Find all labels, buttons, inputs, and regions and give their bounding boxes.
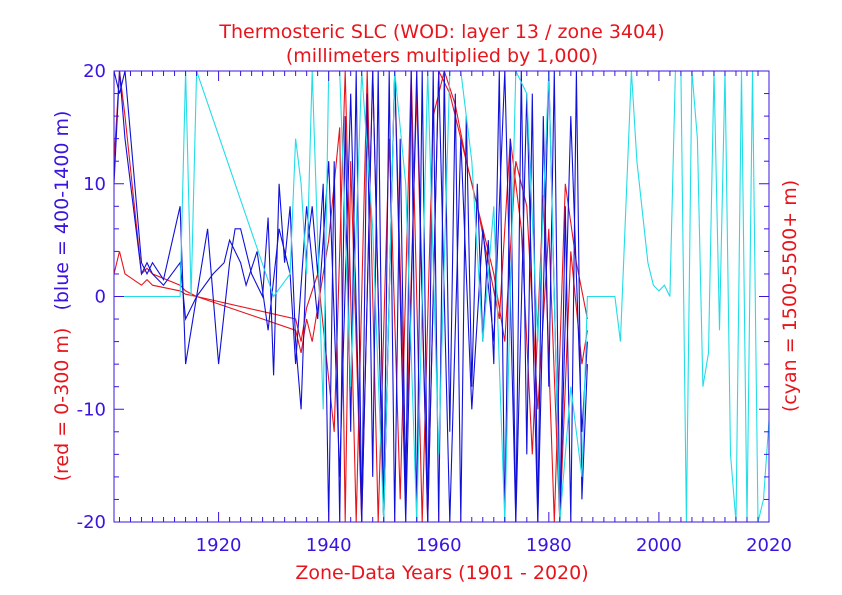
svg-text:(red = 0-300 m) (blue =: (red = 0-300 m) (blue = 400-1400 m): [51, 111, 73, 482]
y-axis-title-left: (red = 0-300 m) (blue = 400-1400 m): [51, 111, 73, 482]
chart-subtitle: (millimeters multiplied by 1,000): [286, 45, 598, 67]
x-tick-label: 2020: [746, 535, 792, 556]
chart-title: Thermosteric SLC (WOD: layer 13 / zone 3…: [218, 21, 664, 43]
y-tick-label: 10: [83, 174, 106, 195]
x-tick-label: 1980: [526, 535, 572, 556]
y-tick-label: 20: [83, 61, 106, 82]
x-axis-title: Zone-Data Years (1901 - 2020): [295, 562, 588, 584]
axes-layer: 1920 1940 1960 1980 2000 2020 -20 -10 0 10 20: [77, 61, 792, 556]
x-tick-label: 1960: [416, 535, 462, 556]
x-tick-label: 2000: [636, 535, 682, 556]
y-axis-title-blue: (blue = 400-1400 m): [51, 111, 73, 311]
y-tick-label: -20: [77, 512, 106, 533]
y-axis-title-right: (cyan = 1500-5500+ m): [779, 180, 801, 412]
x-tick-label: 1920: [196, 535, 242, 556]
series-line-4: [114, 71, 588, 522]
x-tick-label: 1940: [306, 535, 352, 556]
y-tick-label: 0: [95, 287, 106, 308]
y-axis-title-red: (red = 0-300 m): [51, 328, 73, 482]
series-layer: [114, 71, 769, 522]
series-line-5: [114, 71, 769, 522]
y-tick-label: -10: [77, 399, 106, 420]
